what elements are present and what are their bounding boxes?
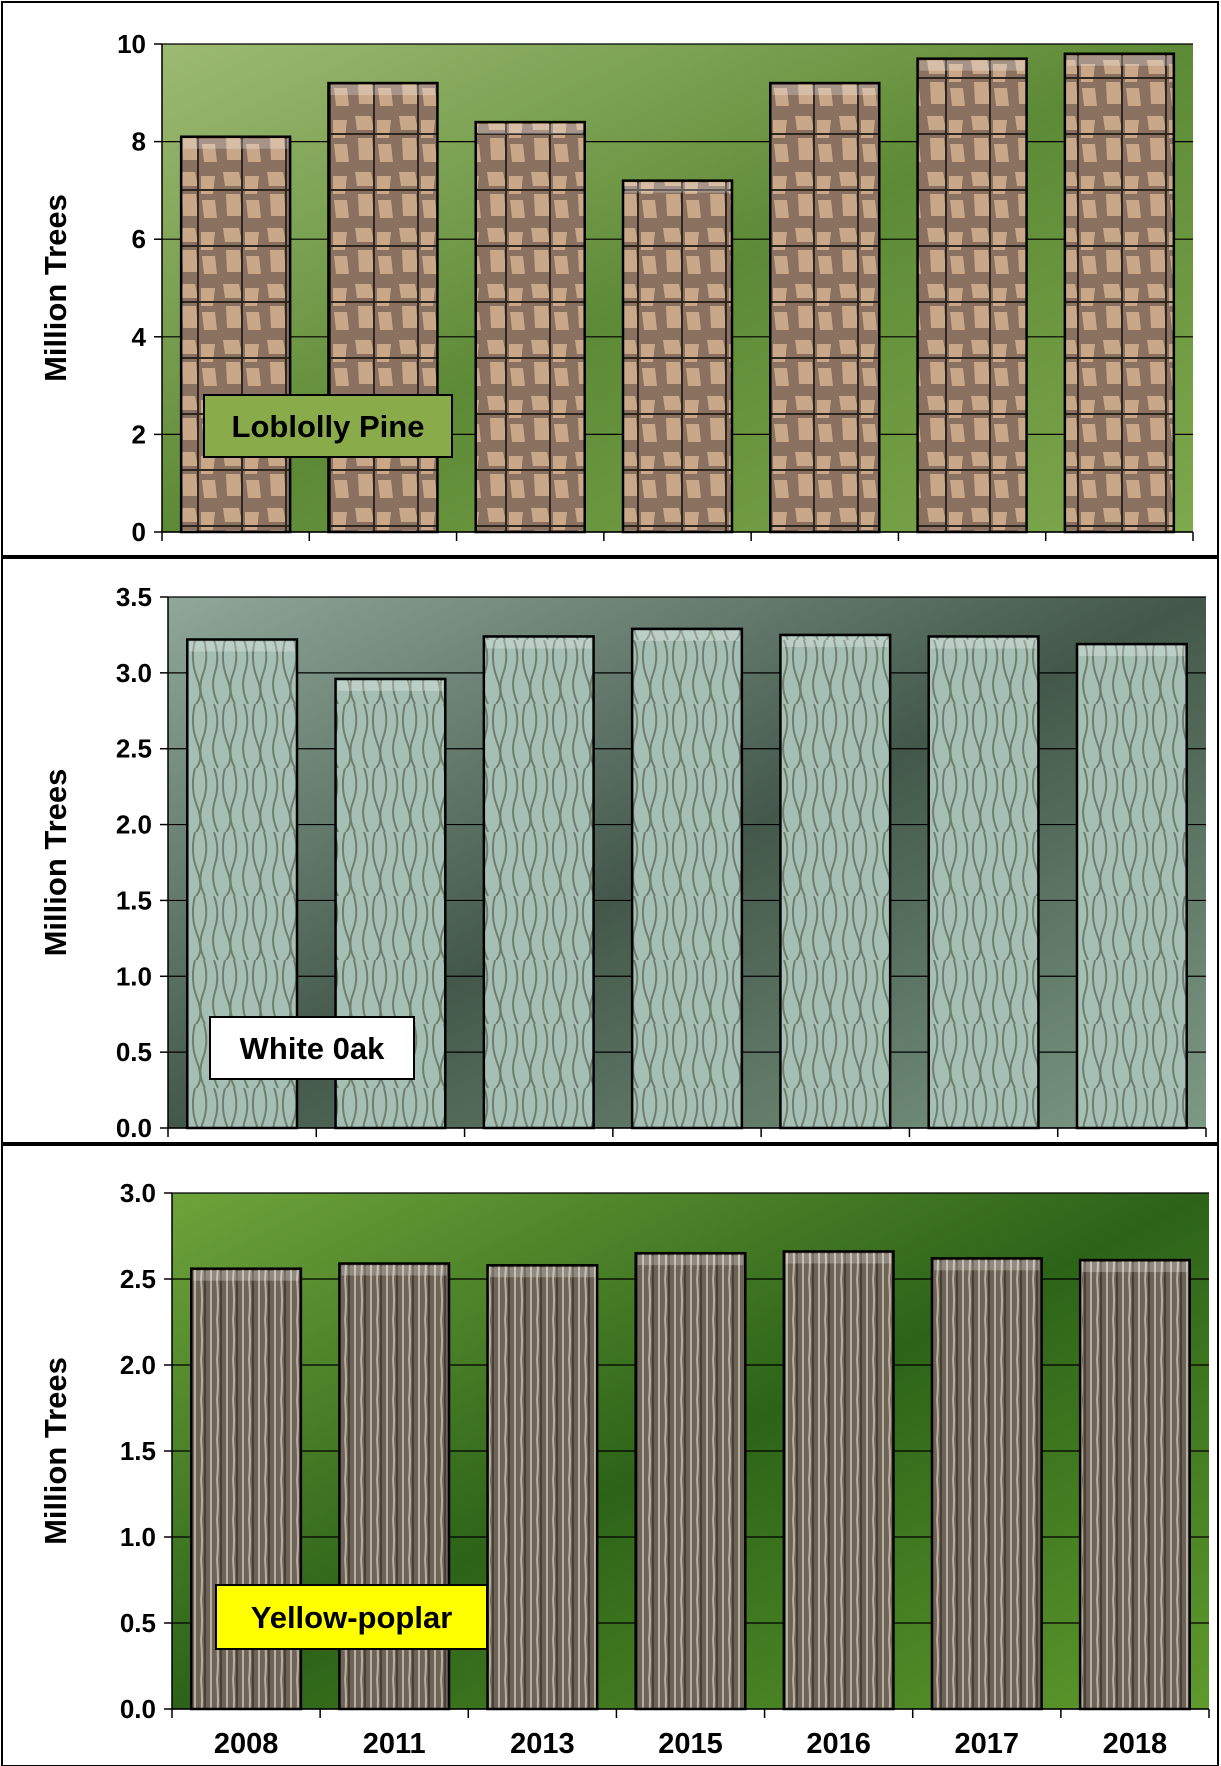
bar-2016 [769,81,881,534]
y-tick-label: 2.0 [120,1350,156,1380]
y-tick-label: 2.5 [116,734,152,764]
y-tick-label: 10 [117,29,146,59]
bar-2008 [179,135,292,534]
bar-highlight [637,1255,744,1266]
species-label: Yellow-poplar [251,1600,453,1635]
y-tick-label: 0.5 [120,1608,156,1638]
bar-highlight [330,85,436,96]
y-tick-label: 2.0 [116,810,152,840]
y-tick-label: 3.5 [116,582,152,612]
bar-highlight [1066,55,1172,66]
bar-2013 [486,1263,599,1711]
y-tick-label: 6 [132,224,146,254]
species-label-box [215,1584,488,1650]
bar-highlight [634,630,740,641]
y-tick-label: 1.0 [120,1522,156,1552]
x-tick-label: 2013 [510,1728,575,1760]
y-axis-label: Million Trees [38,194,73,382]
y-axis-label: Million Trees [38,769,73,957]
bar-highlight [193,1270,299,1281]
y-tick-label: 3.0 [116,658,152,688]
bar-2018 [1078,1258,1191,1711]
bar-highlight [785,1253,892,1264]
bar-2017 [927,635,1040,1130]
bar-2016 [779,633,892,1130]
bar-highlight [341,1265,448,1276]
bar-highlight [772,85,878,96]
species-label: Loblolly Pine [232,409,425,444]
chart-panel-2: 0.0 0.5 1.0 1.5 2.0 2.5 3.0 3.5 Million Trees Whi… [1,557,1219,1144]
bar-2015 [630,627,744,1130]
bar-highlight [485,638,592,649]
y-tick-label: 0.5 [116,1037,152,1067]
x-tick-label: 2011 [363,1728,426,1760]
bar-highlight [1078,646,1185,657]
chart-panel-3: 0.0 0.5 1.0 1.5 2.0 2.5 3.0 2008 2011 2013 2015 201… [1,1144,1219,1766]
bar-highlight [1082,1262,1188,1273]
y-tick-label: 0 [132,517,146,547]
y-tick-label: 3.0 [120,1178,156,1208]
y-tick-label: 8 [132,127,146,157]
bar-2013 [474,120,586,534]
y-tick-label: 1.5 [116,885,152,915]
chart-panel-1: 0 2 4 6 8 10 Million Trees Loblolly Pine [1,1,1219,557]
y-tick-label: 2.5 [120,1264,156,1294]
y-tick-label: 0.0 [120,1694,156,1724]
bar-2015 [634,1251,747,1711]
bar-2015 [621,179,734,534]
bar-highlight [625,182,730,193]
bar-highlight [183,138,289,149]
bar-2018 [1063,52,1176,534]
x-tick-label: 2018 [1103,1728,1168,1760]
y-tick-label: 4 [132,322,147,352]
bar-highlight [930,638,1037,649]
x-tick-label: 2008 [214,1728,279,1760]
bar-highlight [189,641,296,652]
bar-highlight [489,1267,596,1278]
x-tick-label: 2015 [658,1728,723,1760]
species-label: White 0ak [240,1031,385,1066]
bar-2017 [916,57,1028,534]
species-label-box [203,394,453,458]
bar-highlight [477,124,583,135]
bar-2013 [482,635,595,1130]
bar-2016 [782,1250,895,1711]
bar-2017 [930,1257,1043,1711]
x-tick-label: 2017 [955,1728,1020,1760]
y-tick-label: 1.5 [120,1436,156,1466]
species-label-box [209,1016,415,1080]
bar-2011 [327,81,439,534]
y-tick-label: 2 [132,419,146,449]
panel-border [1,557,1219,1144]
panel-border [1,1144,1219,1766]
panel-border [1,1,1219,557]
bar-highlight [933,1260,1040,1271]
y-tick-label: 1.0 [116,961,152,991]
x-tick-label: 2016 [806,1728,871,1760]
bar-2018 [1075,642,1188,1130]
bar-highlight [919,60,1025,71]
bar-highlight [782,636,889,647]
y-tick-label: 0.0 [116,1113,152,1143]
bar-highlight [337,680,444,691]
y-axis-label: Million Trees [38,1357,73,1545]
